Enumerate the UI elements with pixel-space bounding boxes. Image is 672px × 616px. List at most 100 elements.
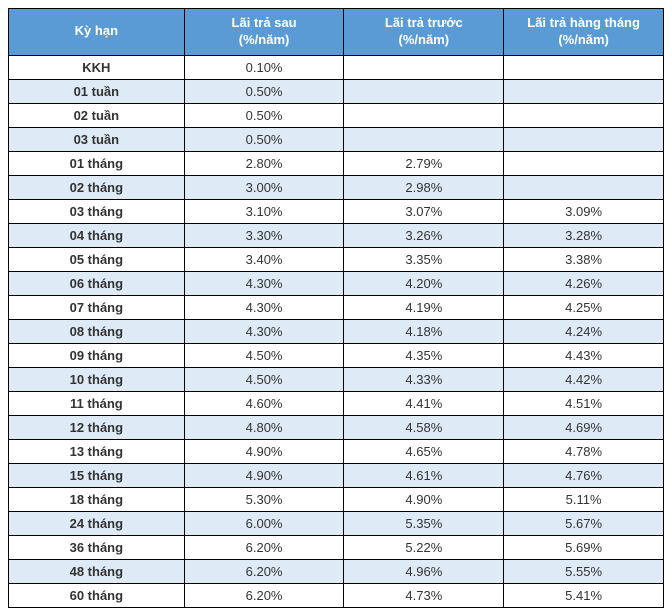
column-header-line2: (%/năm)	[399, 32, 450, 47]
cell-before: 4.90%	[344, 487, 504, 511]
cell-term: 02 tháng	[9, 175, 185, 199]
table-row: 05 tháng3.40%3.35%3.38%	[9, 247, 664, 271]
cell-after: 6.20%	[184, 535, 344, 559]
cell-after: 4.90%	[184, 463, 344, 487]
table-header: Kỳ hạn Lãi trả sau (%/năm) Lãi trả trước…	[9, 9, 664, 56]
cell-before: 4.33%	[344, 367, 504, 391]
cell-monthly: 5.55%	[504, 559, 664, 583]
table-body: KKH0.10%01 tuần0.50%02 tuần0.50%03 tuần0…	[9, 55, 664, 607]
cell-before: 3.35%	[344, 247, 504, 271]
cell-monthly: 5.11%	[504, 487, 664, 511]
cell-monthly: 5.41%	[504, 583, 664, 607]
cell-before	[344, 103, 504, 127]
cell-monthly	[504, 127, 664, 151]
cell-monthly	[504, 175, 664, 199]
column-header-line1: Lãi trả sau	[232, 15, 297, 30]
cell-after: 4.30%	[184, 319, 344, 343]
cell-term: 60 tháng	[9, 583, 185, 607]
cell-before: 4.61%	[344, 463, 504, 487]
cell-monthly	[504, 79, 664, 103]
cell-before: 3.07%	[344, 199, 504, 223]
cell-after: 5.30%	[184, 487, 344, 511]
cell-monthly	[504, 103, 664, 127]
column-header-before: Lãi trả trước (%/năm)	[344, 9, 504, 56]
cell-term: 01 tuần	[9, 79, 185, 103]
cell-term: 24 tháng	[9, 511, 185, 535]
table-row: 09 tháng4.50%4.35%4.43%	[9, 343, 664, 367]
cell-term: 18 tháng	[9, 487, 185, 511]
cell-before: 4.41%	[344, 391, 504, 415]
column-header-line2: (%/năm)	[239, 32, 290, 47]
cell-term: 09 tháng	[9, 343, 185, 367]
cell-monthly: 5.67%	[504, 511, 664, 535]
cell-term: 07 tháng	[9, 295, 185, 319]
table-row: 12 tháng4.80%4.58%4.69%	[9, 415, 664, 439]
table-row: 10 tháng4.50%4.33%4.42%	[9, 367, 664, 391]
cell-term: KKH	[9, 55, 185, 79]
table-row: 03 tuần0.50%	[9, 127, 664, 151]
cell-term: 36 tháng	[9, 535, 185, 559]
cell-term: 12 tháng	[9, 415, 185, 439]
cell-after: 0.50%	[184, 79, 344, 103]
cell-monthly	[504, 55, 664, 79]
cell-after: 0.10%	[184, 55, 344, 79]
cell-monthly: 4.78%	[504, 439, 664, 463]
cell-term: 03 tuần	[9, 127, 185, 151]
column-header-monthly: Lãi trả hàng tháng (%/năm)	[504, 9, 664, 56]
cell-after: 3.00%	[184, 175, 344, 199]
table-row: 02 tuần0.50%	[9, 103, 664, 127]
cell-monthly	[504, 151, 664, 175]
cell-term: 10 tháng	[9, 367, 185, 391]
cell-before	[344, 79, 504, 103]
column-header-line2: (%/năm)	[558, 32, 609, 47]
cell-before: 5.35%	[344, 511, 504, 535]
table-row: 06 tháng4.30%4.20%4.26%	[9, 271, 664, 295]
cell-before: 4.18%	[344, 319, 504, 343]
table-row: 13 tháng4.90%4.65%4.78%	[9, 439, 664, 463]
table-row: 36 tháng6.20%5.22%5.69%	[9, 535, 664, 559]
cell-after: 3.40%	[184, 247, 344, 271]
cell-term: 11 tháng	[9, 391, 185, 415]
table-row: KKH0.10%	[9, 55, 664, 79]
cell-before: 4.58%	[344, 415, 504, 439]
table-row: 01 tuần0.50%	[9, 79, 664, 103]
cell-after: 6.20%	[184, 583, 344, 607]
table-row: 07 tháng4.30%4.19%4.25%	[9, 295, 664, 319]
cell-term: 08 tháng	[9, 319, 185, 343]
cell-after: 4.50%	[184, 367, 344, 391]
cell-before: 5.22%	[344, 535, 504, 559]
cell-term: 13 tháng	[9, 439, 185, 463]
cell-monthly: 4.42%	[504, 367, 664, 391]
table-row: 01 tháng2.80%2.79%	[9, 151, 664, 175]
table-row: 24 tháng6.00%5.35%5.67%	[9, 511, 664, 535]
cell-monthly: 4.24%	[504, 319, 664, 343]
cell-before: 3.26%	[344, 223, 504, 247]
column-header-term: Kỳ hạn	[9, 9, 185, 56]
cell-after: 0.50%	[184, 127, 344, 151]
cell-before	[344, 55, 504, 79]
table-row: 02 tháng3.00%2.98%	[9, 175, 664, 199]
cell-term: 04 tháng	[9, 223, 185, 247]
cell-before: 4.73%	[344, 583, 504, 607]
cell-monthly: 4.76%	[504, 463, 664, 487]
cell-monthly: 4.43%	[504, 343, 664, 367]
table-row: 11 tháng4.60%4.41%4.51%	[9, 391, 664, 415]
cell-term: 05 tháng	[9, 247, 185, 271]
cell-monthly: 3.28%	[504, 223, 664, 247]
cell-term: 01 tháng	[9, 151, 185, 175]
cell-monthly: 5.69%	[504, 535, 664, 559]
cell-before: 4.96%	[344, 559, 504, 583]
cell-monthly: 4.25%	[504, 295, 664, 319]
table-row: 04 tháng3.30%3.26%3.28%	[9, 223, 664, 247]
interest-rate-table: Kỳ hạn Lãi trả sau (%/năm) Lãi trả trước…	[8, 8, 664, 608]
column-header-after: Lãi trả sau (%/năm)	[184, 9, 344, 56]
cell-monthly: 4.51%	[504, 391, 664, 415]
cell-after: 3.10%	[184, 199, 344, 223]
cell-after: 4.30%	[184, 271, 344, 295]
cell-monthly: 3.38%	[504, 247, 664, 271]
cell-term: 48 tháng	[9, 559, 185, 583]
cell-before: 4.20%	[344, 271, 504, 295]
table-row: 48 tháng6.20%4.96%5.55%	[9, 559, 664, 583]
column-header-line1: Lãi trả hàng tháng	[527, 15, 640, 30]
table-row: 08 tháng4.30%4.18%4.24%	[9, 319, 664, 343]
